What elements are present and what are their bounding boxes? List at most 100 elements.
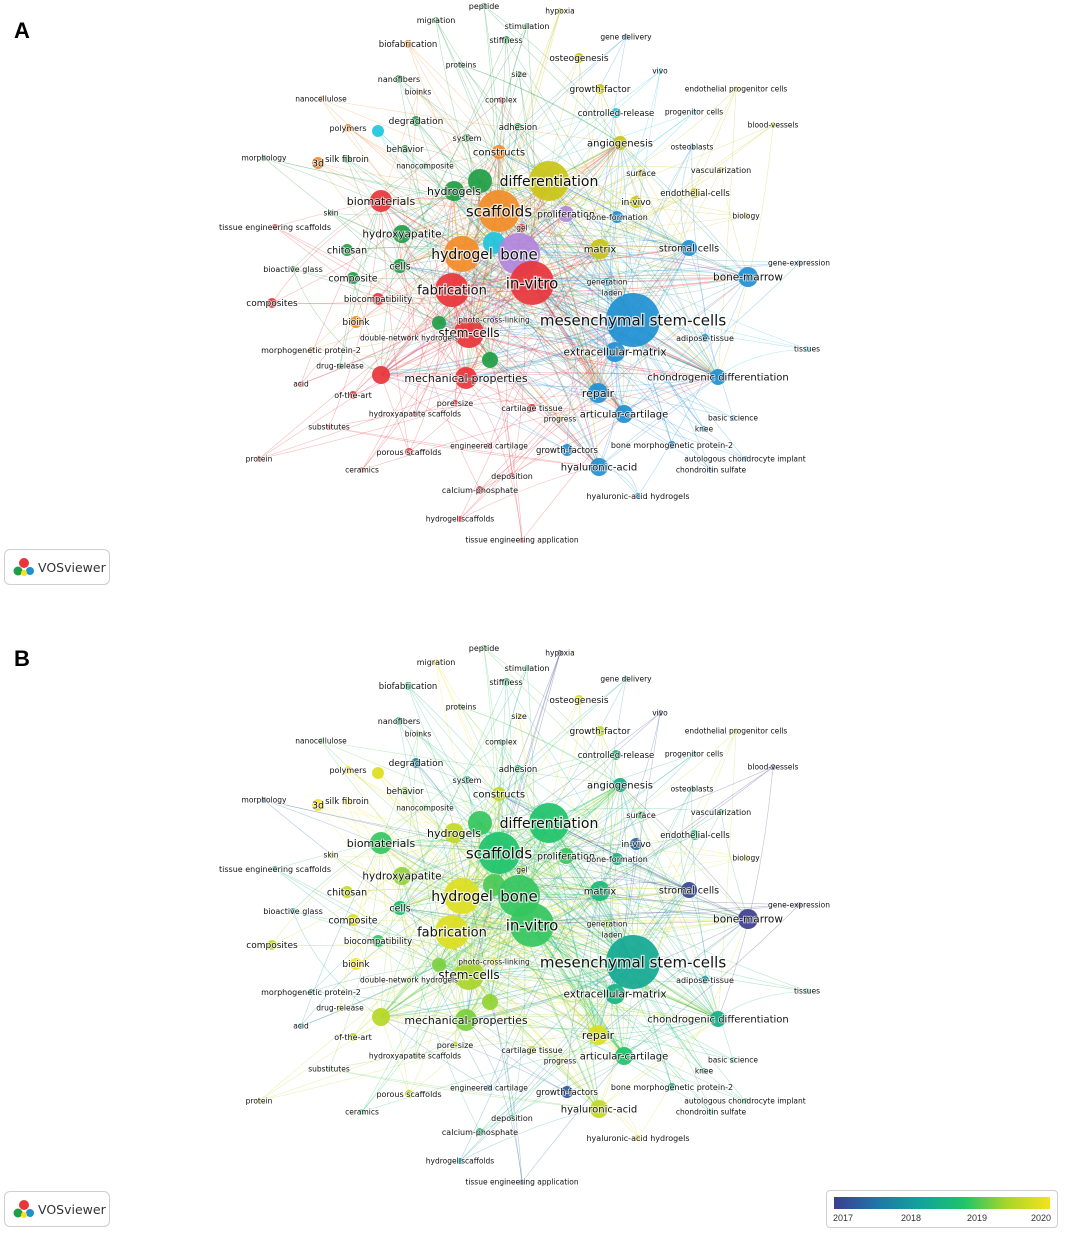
- keyword-node[interactable]: [452, 1042, 458, 1048]
- keyword-node[interactable]: [350, 316, 362, 328]
- keyword-node[interactable]: [261, 155, 267, 161]
- keyword-node[interactable]: [691, 751, 697, 757]
- keyword-node[interactable]: [528, 1046, 536, 1054]
- keyword-node[interactable]: [529, 161, 569, 201]
- keyword-node[interactable]: [406, 977, 412, 983]
- keyword-node[interactable]: [435, 273, 469, 307]
- keyword-node[interactable]: [603, 920, 611, 928]
- keyword-node[interactable]: [637, 811, 645, 819]
- keyword-node[interactable]: [557, 1058, 563, 1064]
- keyword-node[interactable]: [595, 84, 605, 94]
- keyword-node[interactable]: [343, 797, 351, 805]
- keyword-node[interactable]: [452, 400, 458, 406]
- keyword-node[interactable]: [557, 416, 563, 422]
- keyword-node[interactable]: [326, 424, 332, 430]
- keyword-node[interactable]: [372, 767, 384, 779]
- keyword-node[interactable]: [630, 838, 642, 850]
- keyword-node[interactable]: [326, 1066, 332, 1072]
- keyword-node[interactable]: [395, 75, 403, 83]
- keyword-node[interactable]: [558, 206, 574, 222]
- keyword-node[interactable]: [401, 787, 409, 795]
- keyword-node[interactable]: [406, 335, 412, 341]
- keyword-node[interactable]: [605, 342, 625, 362]
- keyword-node[interactable]: [350, 958, 362, 970]
- keyword-node[interactable]: [344, 124, 352, 132]
- keyword-node[interactable]: [337, 1005, 343, 1011]
- keyword-node[interactable]: [415, 731, 421, 737]
- keyword-node[interactable]: [468, 169, 492, 193]
- keyword-node[interactable]: [401, 145, 409, 153]
- keyword-node[interactable]: [486, 1085, 492, 1091]
- keyword-node[interactable]: [590, 1100, 608, 1118]
- keyword-node[interactable]: [558, 848, 574, 864]
- keyword-node[interactable]: [498, 97, 504, 103]
- keyword-node[interactable]: [689, 786, 695, 792]
- keyword-node[interactable]: [657, 68, 663, 74]
- keyword-node[interactable]: [770, 122, 776, 128]
- keyword-node[interactable]: [370, 190, 392, 212]
- keyword-node[interactable]: [349, 1033, 357, 1041]
- keyword-node[interactable]: [623, 34, 629, 40]
- keyword-node[interactable]: [372, 935, 384, 947]
- keyword-node[interactable]: [701, 426, 707, 432]
- keyword-node[interactable]: [298, 381, 304, 387]
- keyword-node[interactable]: [615, 1047, 633, 1065]
- keyword-node[interactable]: [681, 882, 697, 898]
- keyword-node[interactable]: [481, 3, 487, 9]
- keyword-node[interactable]: [509, 473, 515, 479]
- keyword-node[interactable]: [524, 665, 530, 671]
- keyword-node[interactable]: [613, 778, 627, 792]
- keyword-node[interactable]: [478, 832, 520, 874]
- keyword-node[interactable]: [478, 190, 520, 232]
- keyword-node[interactable]: [689, 144, 695, 150]
- keyword-node[interactable]: [347, 272, 359, 284]
- keyword-node[interactable]: [590, 458, 608, 476]
- keyword-node[interactable]: [272, 866, 278, 872]
- keyword-node[interactable]: [337, 363, 343, 369]
- keyword-node[interactable]: [328, 852, 334, 858]
- keyword-node[interactable]: [405, 448, 413, 456]
- keyword-node[interactable]: [492, 145, 506, 159]
- keyword-node[interactable]: [606, 935, 660, 989]
- keyword-node[interactable]: [518, 866, 526, 874]
- keyword-node[interactable]: [457, 516, 463, 522]
- keyword-node[interactable]: [738, 267, 758, 287]
- keyword-node[interactable]: [519, 537, 525, 543]
- keyword-node[interactable]: [415, 89, 421, 95]
- keyword-node[interactable]: [476, 1128, 484, 1136]
- keyword-node[interactable]: [605, 984, 625, 1004]
- keyword-node[interactable]: [432, 958, 446, 972]
- keyword-node[interactable]: [635, 1135, 641, 1141]
- keyword-node[interactable]: [613, 136, 627, 150]
- keyword-node[interactable]: [733, 86, 739, 92]
- keyword-node[interactable]: [690, 188, 700, 198]
- keyword-node[interactable]: [412, 411, 418, 417]
- keyword-node[interactable]: [468, 811, 492, 835]
- keyword-node[interactable]: [341, 244, 353, 256]
- keyword-node[interactable]: [742, 456, 748, 462]
- keyword-node[interactable]: [514, 123, 522, 131]
- keyword-node[interactable]: [561, 1086, 573, 1098]
- keyword-node[interactable]: [411, 758, 421, 768]
- keyword-node[interactable]: [733, 728, 739, 734]
- network-map-overlay[interactable]: peptide hypoxia migration stimulation gene d…: [0, 642, 1065, 1257]
- keyword-node[interactable]: [261, 797, 267, 803]
- keyword-node[interactable]: [298, 1023, 304, 1029]
- keyword-node[interactable]: [588, 383, 608, 403]
- keyword-node[interactable]: [458, 62, 464, 68]
- keyword-node[interactable]: [603, 278, 611, 286]
- keyword-node[interactable]: [341, 886, 353, 898]
- keyword-node[interactable]: [691, 109, 697, 115]
- keyword-node[interactable]: [411, 116, 421, 126]
- keyword-node[interactable]: [510, 903, 554, 947]
- keyword-node[interactable]: [609, 932, 615, 938]
- keyword-node[interactable]: [405, 1090, 413, 1098]
- keyword-node[interactable]: [498, 739, 504, 745]
- keyword-node[interactable]: [393, 225, 411, 243]
- keyword-node[interactable]: [492, 787, 506, 801]
- keyword-node[interactable]: [701, 976, 709, 984]
- keyword-node[interactable]: [347, 914, 359, 926]
- keyword-node[interactable]: [701, 334, 709, 342]
- keyword-node[interactable]: [796, 902, 802, 908]
- keyword-node[interactable]: [510, 261, 554, 305]
